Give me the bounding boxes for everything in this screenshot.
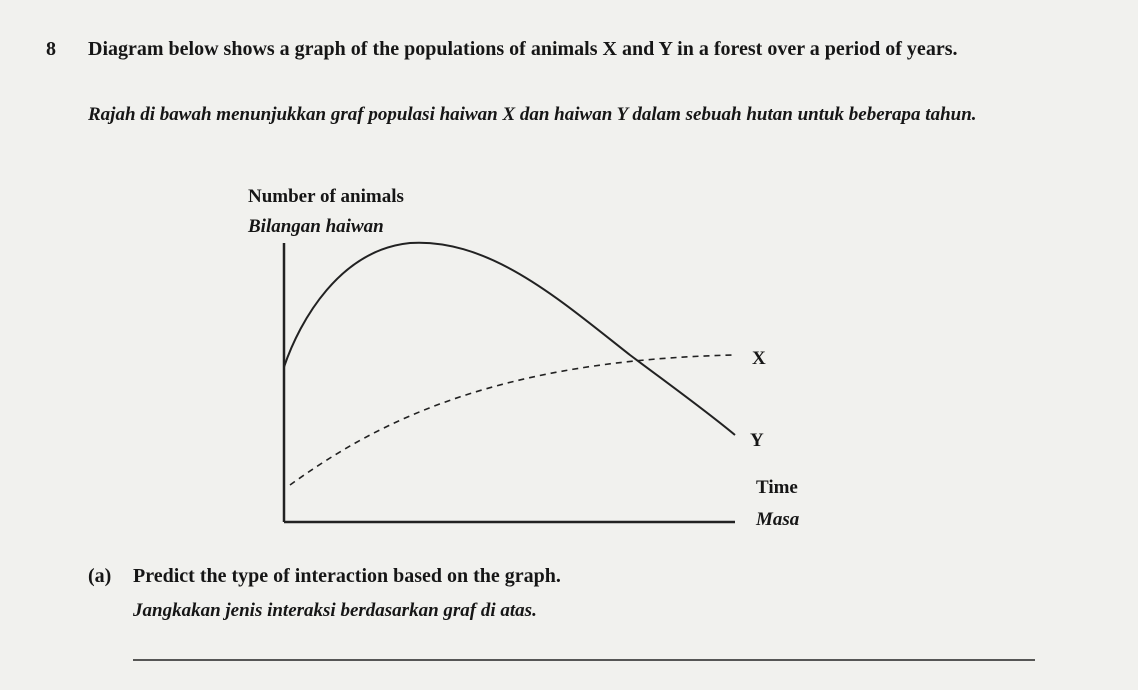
question-text-malay: Rajah di bawah menunjukkan graf populasi…	[88, 104, 977, 125]
curve-label: X	[752, 348, 766, 369]
part-text: Predict the type of interaction based on…	[133, 565, 561, 587]
x-axis-label: Time	[756, 477, 798, 498]
curve-y	[283, 241, 736, 436]
x-axis-label-malay: Masa	[755, 509, 800, 530]
y-axis-label: Number of animals	[248, 186, 404, 207]
curve-x	[289, 354, 736, 486]
part-text-malay: Jangkakan jenis interaksi berdasarkan gr…	[133, 600, 537, 621]
question-number: 8	[46, 38, 56, 60]
y-axis-label-malay: Bilangan haiwan	[247, 216, 384, 237]
curve-label: Y	[750, 430, 764, 451]
question-text: Diagram below shows a graph of the popul…	[88, 38, 958, 60]
part-label: (a)	[88, 565, 112, 587]
